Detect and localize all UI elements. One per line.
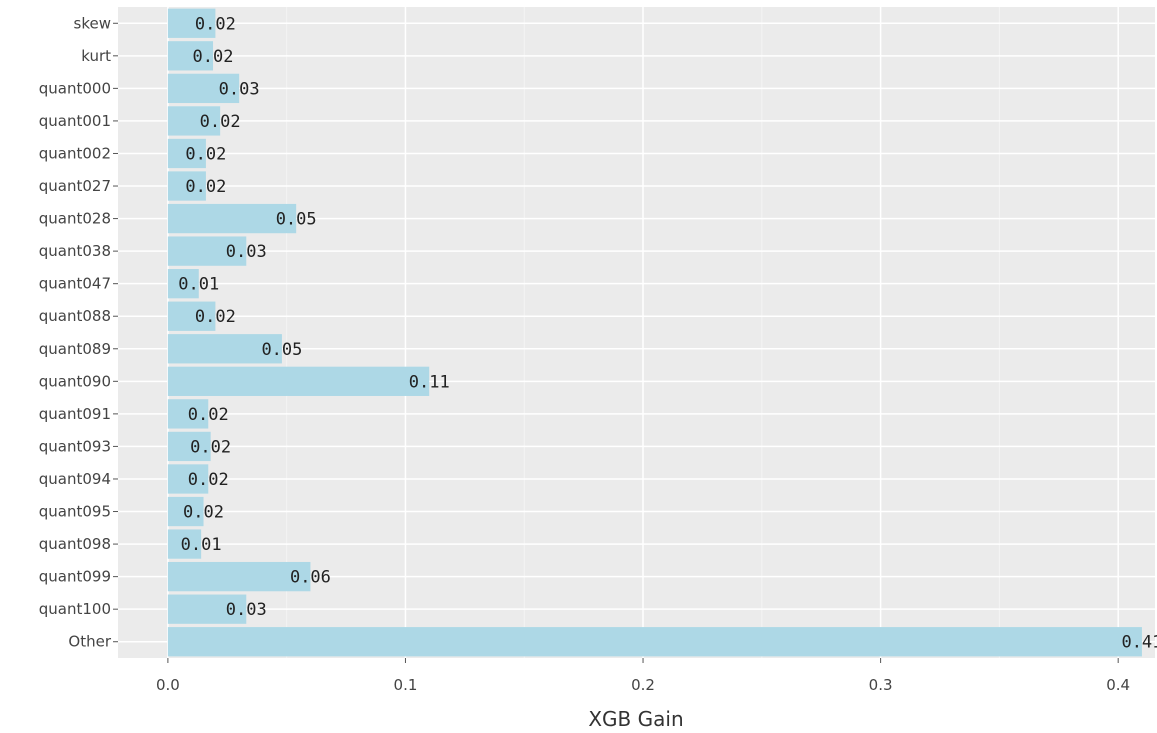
y-tick-label: quant000 <box>39 79 111 97</box>
bar <box>167 171 206 201</box>
x-tick-label: 0.0 <box>156 676 180 694</box>
value-label: 0.01 <box>178 275 219 295</box>
x-tick-label: 0.4 <box>1106 676 1130 694</box>
value-labels: 0.02 0.02 0.03 0.02 0.02 0.02 0.05 0.03 0.01 0.02… <box>178 14 1157 652</box>
y-tick-label: skew <box>74 14 111 32</box>
y-axis-ticks: skew kurt quant000 quant001 quant002 quant027… <box>39 14 118 651</box>
value-label: 0.03 <box>219 79 260 99</box>
value-label: 0.03 <box>226 600 267 620</box>
value-label: 0.02 <box>190 437 231 457</box>
y-tick-label: quant090 <box>39 372 111 390</box>
x-axis-title: XGB Gain <box>588 707 683 731</box>
x-tick-label: 0.1 <box>394 676 418 694</box>
value-label: 0.02 <box>195 14 236 34</box>
value-label: 0.02 <box>185 177 226 197</box>
bar <box>167 561 311 592</box>
value-label: 0.05 <box>261 340 302 360</box>
bar <box>167 366 430 396</box>
y-tick-label: quant098 <box>39 535 111 553</box>
bar <box>167 334 282 364</box>
y-tick-label: quant027 <box>39 177 111 195</box>
bar <box>167 8 216 38</box>
y-tick-label: kurt <box>81 47 111 65</box>
y-tick-label: quant047 <box>39 275 111 293</box>
bar <box>167 236 247 266</box>
bar <box>167 529 202 559</box>
plot-panel <box>118 7 1155 658</box>
y-tick-label: quant002 <box>39 144 111 162</box>
value-label: 0.02 <box>200 112 241 132</box>
y-tick-label: Other <box>68 633 111 651</box>
bar <box>167 106 221 136</box>
bar <box>167 464 209 494</box>
x-axis-ticks: 0.0 0.1 0.2 0.3 0.4 <box>156 658 1130 694</box>
value-label: 0.02 <box>193 47 234 67</box>
bar <box>167 496 204 527</box>
x-tick-label: 0.2 <box>631 676 655 694</box>
y-tick-label: quant093 <box>39 437 111 455</box>
y-tick-label: quant038 <box>39 242 111 260</box>
y-tick-label: quant089 <box>39 340 111 358</box>
y-tick-label: quant100 <box>39 600 111 618</box>
grid-lines <box>118 7 1155 658</box>
bar <box>167 399 209 429</box>
bars <box>167 8 1142 657</box>
y-tick-label: quant001 <box>39 112 111 130</box>
bar <box>167 203 297 234</box>
bar <box>167 269 199 299</box>
x-tick-label: 0.3 <box>869 676 893 694</box>
bar <box>167 627 1142 657</box>
y-tick-label: quant091 <box>39 405 111 423</box>
y-tick-label: quant094 <box>39 470 111 488</box>
value-label: 0.02 <box>188 405 229 425</box>
y-tick-label: quant028 <box>39 210 111 228</box>
y-tick-label: quant095 <box>39 503 111 521</box>
bar <box>167 301 216 331</box>
value-label: 0.02 <box>183 503 224 523</box>
value-label: 0.06 <box>290 568 331 588</box>
value-label: 0.02 <box>185 144 226 164</box>
value-label: 0.02 <box>188 470 229 490</box>
bar <box>167 431 211 462</box>
y-tick-label: quant099 <box>39 568 111 586</box>
value-label: 0.01 <box>181 535 222 555</box>
value-label: 0.03 <box>226 242 267 262</box>
value-label: 0.05 <box>276 210 317 230</box>
bar <box>167 594 247 624</box>
bar <box>167 138 206 169</box>
y-tick-label: quant088 <box>39 307 111 325</box>
bar <box>167 73 240 104</box>
value-label: 0.02 <box>195 307 236 327</box>
value-label: 0.41 <box>1121 633 1157 653</box>
value-label: 0.11 <box>409 372 450 392</box>
bar <box>167 41 214 71</box>
